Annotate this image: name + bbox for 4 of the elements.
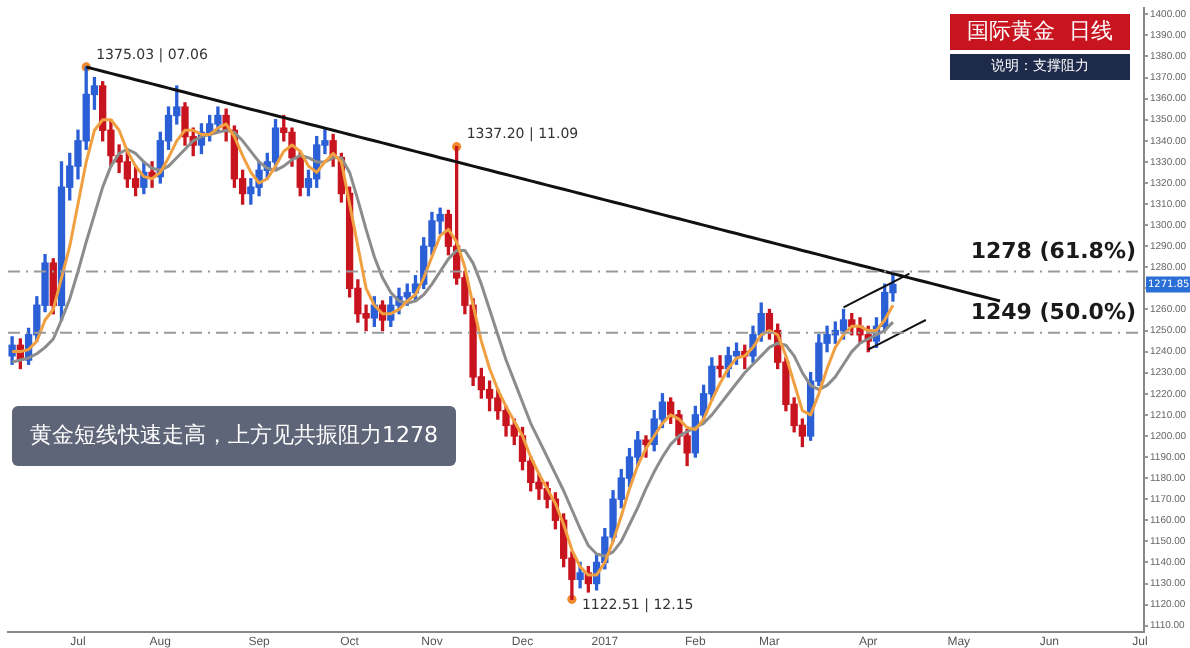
ref-line-label: 1249 (50.0%) (970, 299, 1136, 326)
ref-line-label: 1278 (61.8%) (970, 238, 1136, 265)
annotation: 黄金短线快速走高，上方见共振阻力1278 (12, 406, 456, 466)
heading-panel: 国际黄金 日线 (950, 14, 1130, 50)
